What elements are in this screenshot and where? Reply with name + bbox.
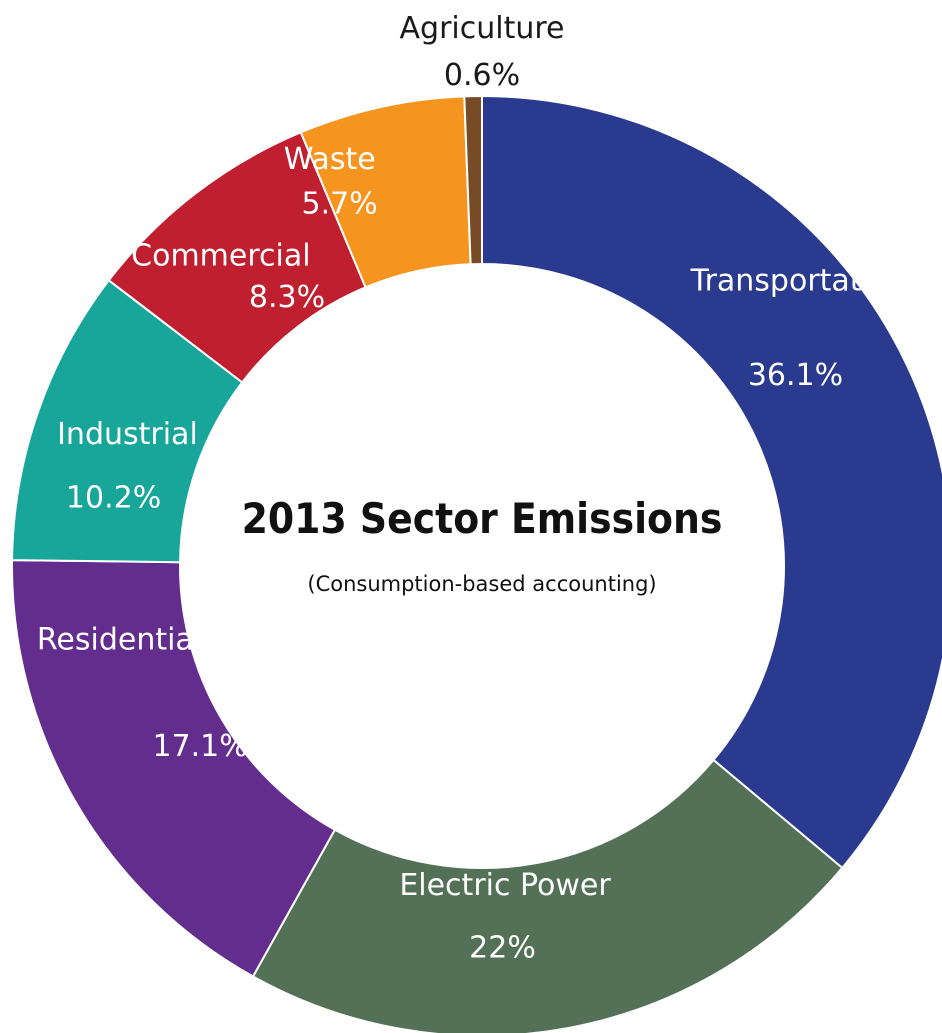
slice-residential <box>11 559 337 978</box>
label-waste-name: Waste <box>284 142 376 177</box>
chart-title: 2013 Sector Emissions <box>242 494 723 543</box>
label-residential-name: Residential <box>37 623 202 658</box>
label-residential-value: 17.1% <box>152 729 247 764</box>
label-agriculture-value: 0.6% <box>444 58 520 93</box>
label-commercial-name: Commercial <box>131 239 310 274</box>
label-electric-power-name: Electric Power <box>399 868 611 903</box>
slice-labels: Transportation 36.1% Electric Power 22% Resi… <box>37 11 907 965</box>
label-transportation-name: Transportation <box>690 263 908 298</box>
donut-slices <box>11 94 942 1033</box>
slice-electric-power <box>251 758 844 1033</box>
label-waste-value: 5.7% <box>302 187 378 222</box>
label-electric-power-value: 22% <box>469 930 536 965</box>
slice-transportation <box>481 94 942 870</box>
label-agriculture-name: Agriculture <box>400 11 565 46</box>
label-industrial-name: Industrial <box>57 417 198 452</box>
label-transportation-value: 36.1% <box>748 358 843 393</box>
chart-subtitle: (Consumption-based accounting) <box>307 572 656 596</box>
slice-agriculture <box>463 94 483 266</box>
label-industrial-value: 10.2% <box>66 481 161 516</box>
label-commercial-value: 8.3% <box>249 280 325 315</box>
